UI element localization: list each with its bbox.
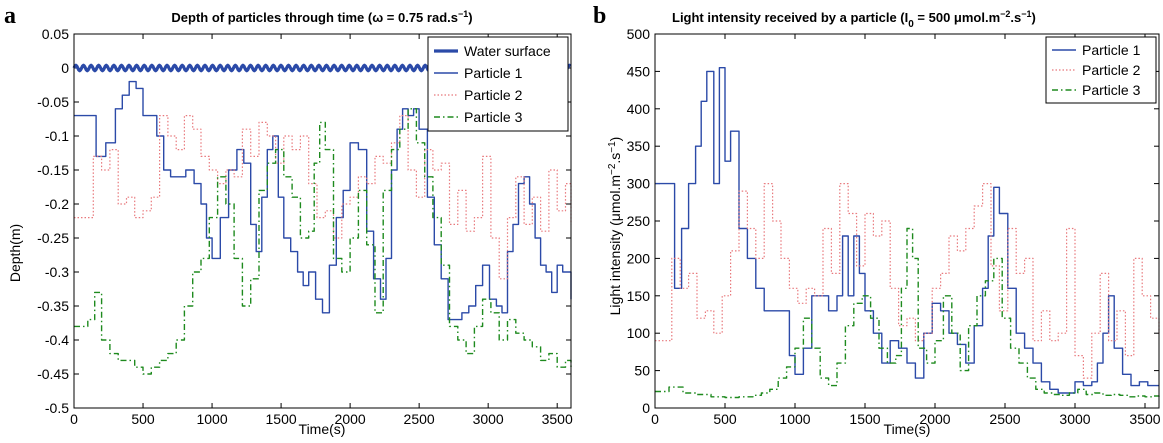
legend-label: Particle 3	[1082, 82, 1141, 98]
x-tick-label: 2500	[404, 411, 435, 427]
x-tick-label: 1500	[849, 411, 880, 427]
x-axis-label-a: Time(s)	[299, 421, 346, 437]
x-tick-label: 1000	[196, 411, 227, 427]
y-tick-label: 200	[627, 250, 651, 266]
x-tick-label: 3500	[1129, 411, 1160, 427]
y-tick-label: -0.45	[37, 366, 69, 382]
y-tick-label: -0.15	[37, 162, 69, 178]
y-tick-label: 0.05	[42, 26, 69, 42]
legend-label: Particle 2	[1082, 62, 1141, 78]
y-tick-label: 250	[627, 213, 651, 229]
x-tick-label: 3500	[542, 411, 573, 427]
x-axis-label-b: Time(s)	[884, 421, 931, 437]
legend-label: Water surface	[464, 43, 551, 59]
axis-ticks-b: 0 500 1000 1500 2000 2500 3000 3500500450400350…	[627, 26, 1161, 427]
y-tick-label: 100	[627, 325, 651, 341]
chart-title-b: Light intensity received by a particle (…	[672, 9, 1036, 30]
legend-label: Particle 1	[464, 65, 523, 81]
x-tick-label: 0	[70, 411, 78, 427]
y-tick-label: -0.35	[37, 298, 69, 314]
y-tick-label: 300	[627, 176, 651, 192]
legend-label: Particle 3	[464, 109, 523, 125]
x-tick-label: 3000	[473, 411, 504, 427]
x-tick-label: 2000	[335, 411, 366, 427]
y-tick-label: 50	[634, 363, 650, 379]
x-tick-label: 1000	[779, 411, 810, 427]
series-line-particle-2	[74, 115, 572, 280]
chart-title-a: Depth of particles through time (ω = 0.7…	[171, 9, 472, 25]
y-tick-label: -0.05	[37, 94, 69, 110]
x-tick-label: 0	[651, 411, 659, 427]
legend-b: Particle 1 Particle 2 Particle 3	[1045, 36, 1157, 104]
y-tick-label: -0.4	[45, 332, 69, 348]
y-tick-label: -0.2	[45, 196, 69, 212]
series-line-particle-3	[74, 108, 572, 375]
y-tick-label: -0.5	[45, 400, 69, 416]
legend-label: Particle 1	[1082, 42, 1141, 58]
y-tick-label: 400	[627, 101, 651, 117]
y-axis-label-a: Depth(m)	[7, 224, 23, 282]
y-tick-label: 350	[627, 138, 651, 154]
axes-frame-a	[73, 33, 572, 409]
y-tick-label: 150	[627, 288, 651, 304]
y-tick-label: -0.25	[37, 230, 69, 246]
series-group-b	[655, 67, 1160, 399]
legend-a: Water surface Particle 1 Particle 2 Particl…	[427, 36, 569, 132]
y-tick-label: -0.3	[45, 264, 69, 280]
panel-label-b: b	[593, 3, 606, 29]
chart-panel-b: b Light intensity received by a particle…	[593, 3, 1161, 437]
x-tick-label: 500	[131, 411, 155, 427]
y-tick-label: 0	[642, 400, 650, 416]
series-line-particle-2	[655, 183, 1160, 379]
legend-box	[427, 36, 569, 132]
y-tick-label: 0	[61, 60, 69, 76]
x-tick-label: 3000	[1059, 411, 1090, 427]
axes-frame-b	[654, 33, 1160, 409]
legend-box	[1045, 36, 1157, 104]
x-tick-label: 500	[713, 411, 737, 427]
x-tick-label: 2500	[989, 411, 1020, 427]
legend-label: Particle 2	[464, 87, 523, 103]
y-axis-label-b: Light intensity (μmol.m−2.s−1)	[607, 137, 623, 316]
panel-label-a: a	[4, 3, 16, 29]
x-tick-label: 2000	[919, 411, 950, 427]
y-tick-label: -0.1	[45, 128, 69, 144]
axis-ticks-a: 0 500 1000 1500 2000 2500 3000 3500 0.05 0 -0.05 -0…	[37, 26, 573, 427]
series-line-particle-1	[74, 80, 572, 321]
y-tick-label: 450	[627, 63, 651, 79]
x-tick-label: 1500	[266, 411, 297, 427]
y-tick-label: 500	[627, 26, 651, 42]
series-line-particle-1	[655, 67, 1159, 394]
chart-panel-a: a Depth of particles through time (ω = 0…	[4, 3, 573, 437]
